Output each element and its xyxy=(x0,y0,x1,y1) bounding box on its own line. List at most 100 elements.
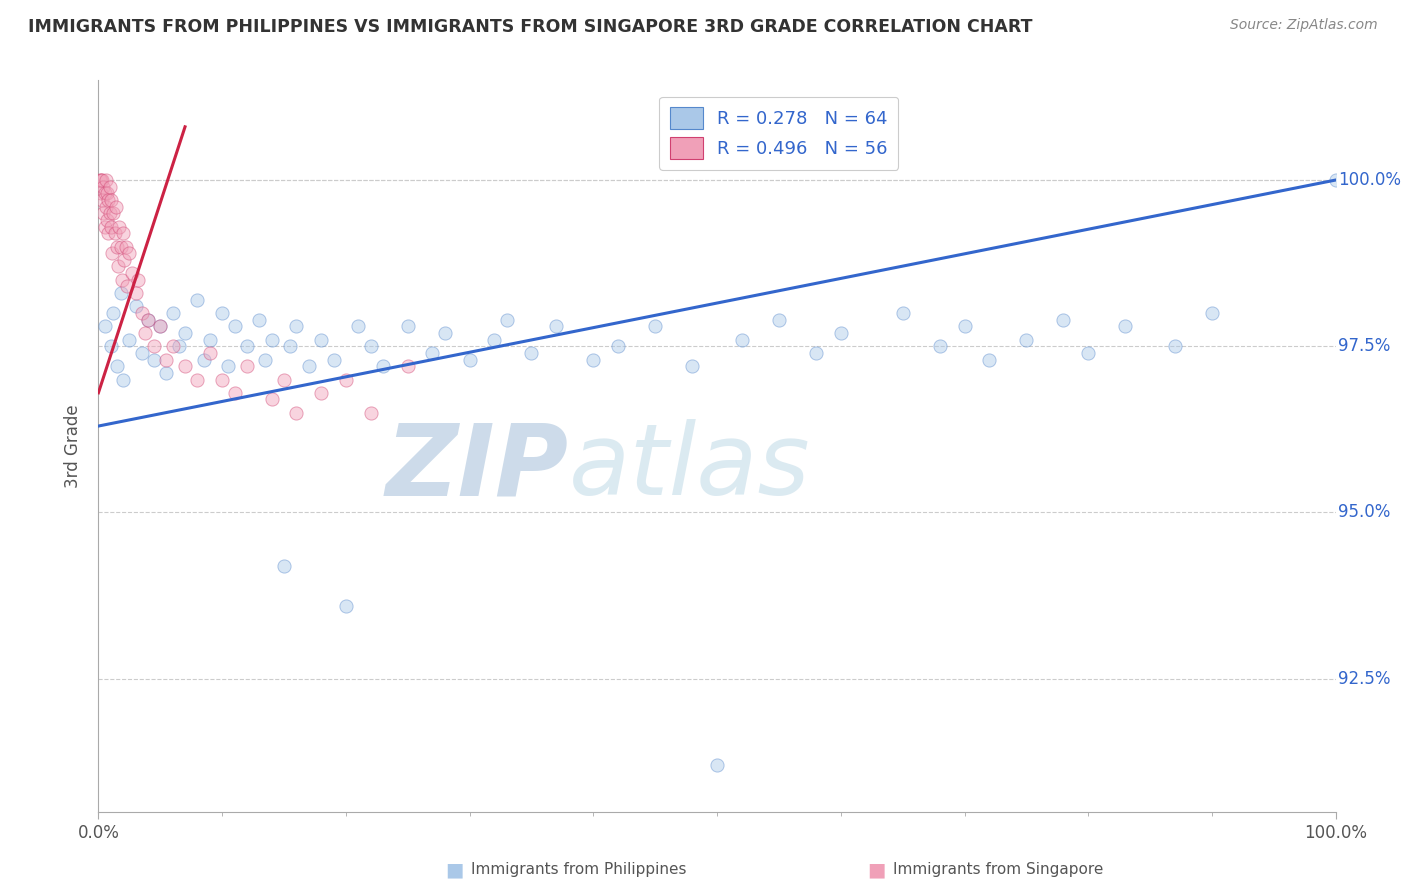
Point xyxy=(131,306,153,320)
Point xyxy=(681,359,703,374)
Point xyxy=(93,319,115,334)
Point xyxy=(103,226,125,240)
Y-axis label: 3rd Grade: 3rd Grade xyxy=(65,404,83,488)
Point xyxy=(103,306,125,320)
Point xyxy=(520,346,543,360)
Point xyxy=(124,299,146,313)
Point xyxy=(285,406,308,420)
Point xyxy=(484,333,506,347)
Point xyxy=(115,279,138,293)
Point xyxy=(174,326,197,340)
Legend: R = 0.278   N = 64, R = 0.496   N = 56: R = 0.278 N = 64, R = 0.496 N = 56 xyxy=(659,96,898,169)
Point xyxy=(360,339,382,353)
Point xyxy=(111,273,134,287)
Point xyxy=(198,333,221,347)
Point xyxy=(93,179,115,194)
Point xyxy=(96,213,118,227)
Point xyxy=(211,372,233,386)
Point xyxy=(149,319,172,334)
Point xyxy=(582,352,605,367)
Point xyxy=(211,306,233,320)
Point xyxy=(607,339,630,353)
Text: 95.0%: 95.0% xyxy=(1339,503,1391,522)
Point xyxy=(131,346,153,360)
Point xyxy=(217,359,239,374)
Point xyxy=(186,372,208,386)
Point xyxy=(458,352,481,367)
Point xyxy=(706,758,728,772)
Point xyxy=(136,312,159,326)
Point xyxy=(93,206,115,220)
Point xyxy=(98,179,121,194)
Point xyxy=(167,339,190,353)
Point xyxy=(495,312,517,326)
Point xyxy=(278,339,301,353)
Point xyxy=(335,599,357,613)
Point xyxy=(273,558,295,573)
Point xyxy=(93,219,115,234)
Point xyxy=(121,266,143,280)
Point xyxy=(546,319,568,334)
Point xyxy=(94,173,117,187)
Text: atlas: atlas xyxy=(568,419,810,516)
Point xyxy=(162,339,184,353)
Point xyxy=(1324,173,1347,187)
Text: 97.5%: 97.5% xyxy=(1339,337,1391,355)
Point xyxy=(422,346,444,360)
Point xyxy=(768,312,790,326)
Point xyxy=(124,286,146,301)
Point xyxy=(114,239,136,253)
Point xyxy=(100,339,122,353)
Point xyxy=(371,359,394,374)
Point xyxy=(112,252,135,267)
Point xyxy=(143,339,166,353)
Point xyxy=(107,260,129,274)
Point xyxy=(136,312,159,326)
Point xyxy=(298,359,321,374)
Point xyxy=(224,385,246,400)
Text: Immigrants from Philippines: Immigrants from Philippines xyxy=(471,863,686,877)
Point xyxy=(953,319,976,334)
Point xyxy=(100,219,122,234)
Point xyxy=(91,173,114,187)
Point xyxy=(105,359,128,374)
Point xyxy=(134,326,156,340)
Point xyxy=(731,333,754,347)
Point xyxy=(396,319,419,334)
Point xyxy=(97,193,120,207)
Point xyxy=(112,372,135,386)
Point xyxy=(112,226,135,240)
Point xyxy=(110,286,132,301)
Point xyxy=(162,306,184,320)
Text: Immigrants from Singapore: Immigrants from Singapore xyxy=(893,863,1104,877)
Point xyxy=(104,200,127,214)
Point xyxy=(89,173,111,187)
Point xyxy=(198,346,221,360)
Point xyxy=(1015,333,1038,347)
Point xyxy=(155,366,177,380)
Point xyxy=(110,239,132,253)
Text: 92.5%: 92.5% xyxy=(1339,670,1391,688)
Point xyxy=(1077,346,1099,360)
Point xyxy=(273,372,295,386)
Point xyxy=(891,306,914,320)
Point xyxy=(396,359,419,374)
Point xyxy=(186,293,208,307)
Point xyxy=(644,319,666,334)
Text: Source: ZipAtlas.com: Source: ZipAtlas.com xyxy=(1230,18,1378,32)
Point xyxy=(928,339,950,353)
Point xyxy=(433,326,456,340)
Point xyxy=(830,326,852,340)
Text: ■: ■ xyxy=(868,860,886,880)
Point xyxy=(174,359,197,374)
Point xyxy=(103,206,125,220)
Point xyxy=(100,193,122,207)
Point xyxy=(94,200,117,214)
Point xyxy=(93,186,115,201)
Point xyxy=(254,352,277,367)
Point xyxy=(118,333,141,347)
Point xyxy=(90,186,112,201)
Point xyxy=(91,193,114,207)
Point xyxy=(247,312,270,326)
Point xyxy=(98,206,121,220)
